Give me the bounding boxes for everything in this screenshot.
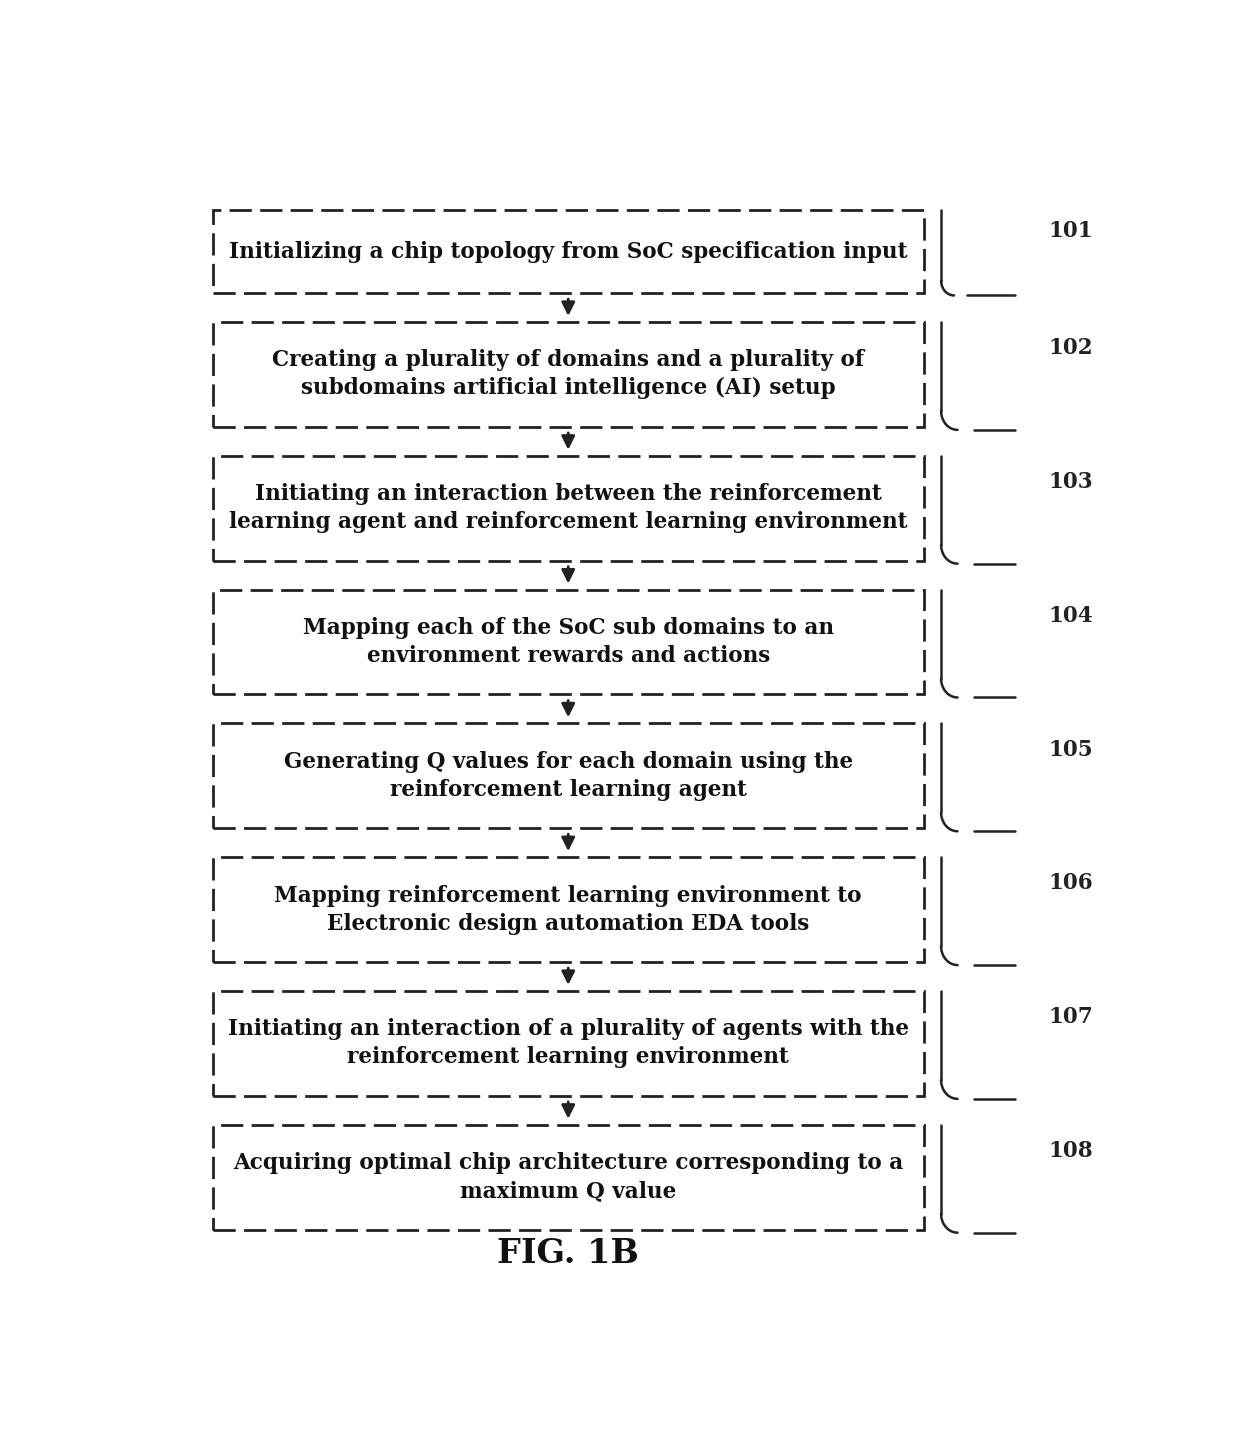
Text: 102: 102	[1049, 338, 1094, 359]
FancyBboxPatch shape	[213, 1125, 924, 1229]
Text: Acquiring optimal chip architecture corresponding to a
maximum Q value: Acquiring optimal chip architecture corr…	[233, 1152, 904, 1202]
Text: 105: 105	[1049, 738, 1094, 761]
Text: Initiating an interaction of a plurality of agents with the
reinforcement learni: Initiating an interaction of a plurality…	[228, 1019, 909, 1069]
Text: Creating a plurality of domains and a plurality of
subdomains artificial intelli: Creating a plurality of domains and a pl…	[272, 349, 864, 399]
Text: Mapping each of the SoC sub domains to an
environment rewards and actions: Mapping each of the SoC sub domains to a…	[303, 617, 833, 667]
FancyBboxPatch shape	[213, 857, 924, 962]
FancyBboxPatch shape	[213, 724, 924, 829]
Text: Generating Q values for each domain using the
reinforcement learning agent: Generating Q values for each domain usin…	[284, 751, 853, 801]
FancyBboxPatch shape	[213, 992, 924, 1096]
Text: 106: 106	[1049, 873, 1094, 894]
Text: 108: 108	[1049, 1141, 1094, 1162]
FancyBboxPatch shape	[213, 590, 924, 694]
Text: Mapping reinforcement learning environment to
Electronic design automation EDA t: Mapping reinforcement learning environme…	[274, 884, 862, 934]
FancyBboxPatch shape	[213, 456, 924, 561]
Text: 101: 101	[1049, 220, 1094, 242]
FancyBboxPatch shape	[213, 322, 924, 426]
Text: Initiating an interaction between the reinforcement
learning agent and reinforce: Initiating an interaction between the re…	[229, 484, 908, 534]
Text: Initializing a chip topology from SoC specification input: Initializing a chip topology from SoC sp…	[229, 240, 908, 263]
FancyBboxPatch shape	[213, 210, 924, 293]
Text: 103: 103	[1049, 471, 1094, 494]
Text: 104: 104	[1049, 605, 1094, 627]
Text: 107: 107	[1049, 1006, 1094, 1029]
Text: FIG. 1B: FIG. 1B	[497, 1238, 639, 1271]
